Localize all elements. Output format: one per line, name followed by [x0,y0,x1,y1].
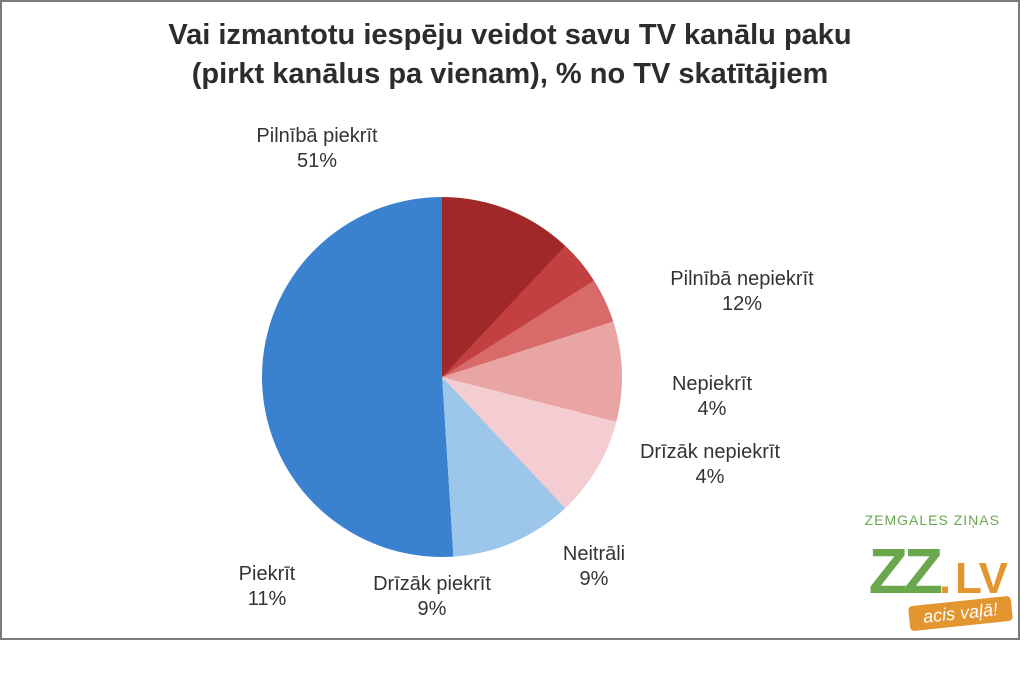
watermark-zz: ZZ [869,535,939,607]
pie-chart [262,197,622,557]
watermark: ZEMGALES ZIŅAS ZZ.LV acis vaļā! [869,516,1008,608]
pie-wrap [262,197,622,557]
chart-title-line2: (pirkt kanālus pa vienam), % no TV skatī… [192,58,829,90]
watermark-dot: . [939,554,951,603]
slice-label-1: Nepiekrīt4% [622,372,802,422]
chart-title-line1: Vai izmantotu iespēju veidot savu TV kan… [168,19,851,51]
slice-label-2: Drīzāk nepiekrīt4% [620,440,800,490]
watermark-small: ZEMGALES ZIŅAS [865,512,1000,528]
watermark-lv: LV [955,554,1008,603]
slice-label-6: Pilnībā piekrīt51% [227,124,407,174]
slice-label-4: Drīzāk piekrīt9% [342,572,522,622]
slice-label-3: Neitrāli9% [504,542,684,592]
slice-label-5: Piekrīt11% [177,562,357,612]
chart-frame: Vai izmantotu iespēju veidot savu TV kan… [0,0,1020,640]
chart-title: Vai izmantotu iespēju veidot savu TV kan… [2,16,1018,94]
slice-label-0: Pilnībā nepiekrīt12% [652,267,832,317]
